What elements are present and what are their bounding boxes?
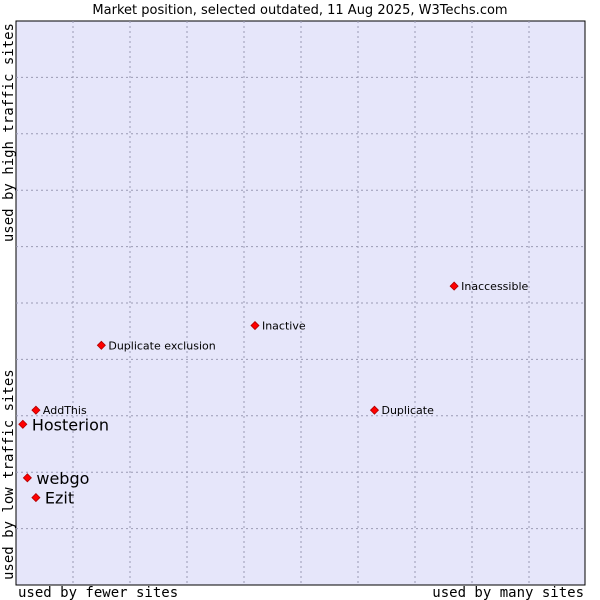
data-points: Inaccessible Inactive Duplicate exclusion A… xyxy=(18,280,529,508)
point-label: AddThis xyxy=(43,404,87,417)
point-marker xyxy=(449,281,459,291)
point-marker xyxy=(22,473,32,483)
chart-title: Market position, selected outdated, 11 A… xyxy=(92,3,507,18)
y-axis-label-bottom: used by low traffic sites xyxy=(1,369,17,580)
grid xyxy=(16,21,585,585)
y-axis-label-top: used by high traffic sites xyxy=(1,23,17,242)
point-marker xyxy=(31,405,41,415)
data-point-addthis: AddThis xyxy=(31,404,87,417)
point-marker xyxy=(31,493,41,503)
point-label: Inactive xyxy=(262,320,306,333)
point-marker xyxy=(369,405,380,415)
point-marker xyxy=(96,340,106,350)
data-point-inaccessible: Inaccessible xyxy=(449,280,529,293)
data-point-hosterion: Hosterion xyxy=(18,415,109,434)
point-label: Duplicate xyxy=(381,404,434,417)
point-label: webgo xyxy=(36,469,89,488)
point-label: Inaccessible xyxy=(461,280,528,293)
point-label: Ezit xyxy=(45,489,74,508)
x-axis-label-right: used by many sites xyxy=(432,585,584,600)
point-marker xyxy=(250,320,260,331)
x-axis-label-left: used by fewer sites xyxy=(18,585,178,600)
data-point-webgo: webgo xyxy=(22,469,89,488)
point-label: Hosterion xyxy=(32,415,109,434)
data-point-inactive: Inactive xyxy=(250,320,306,333)
point-label: Duplicate exclusion xyxy=(108,339,215,352)
data-point-duplicate: Duplicate xyxy=(369,404,434,417)
data-point-duplicate-exclusion: Duplicate exclusion xyxy=(96,339,216,352)
point-marker xyxy=(18,419,28,429)
data-point-ezit: Ezit xyxy=(31,489,74,508)
